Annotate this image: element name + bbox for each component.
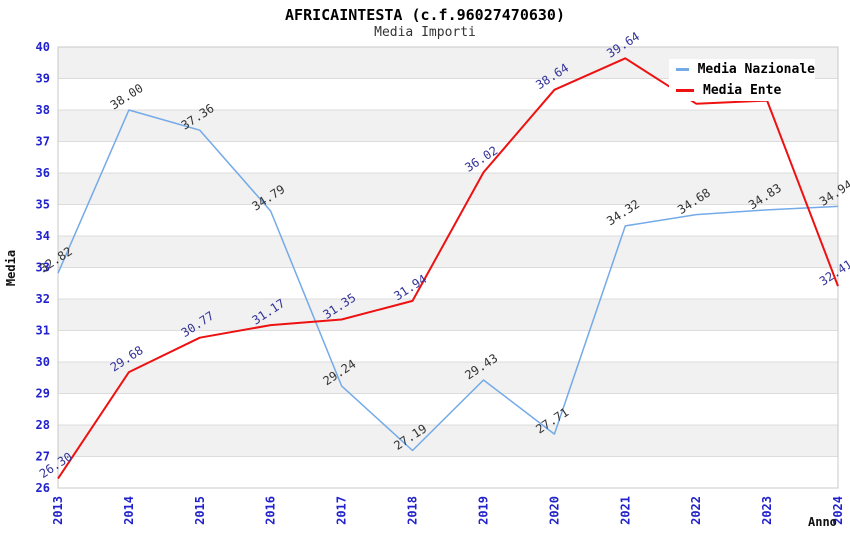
x-tick-label: 2016 (264, 496, 278, 525)
legend-item-media-nazionale: Media Nazionale (676, 62, 815, 77)
x-tick-label: 2014 (122, 496, 136, 525)
legend-label-ente: Media Ente (703, 83, 782, 98)
legend: Media Nazionale Media Ente (669, 59, 815, 101)
chart-subtitle: Media Importi (374, 25, 476, 40)
y-tick-label: 38 (36, 103, 50, 117)
x-tick-label: 2017 (335, 496, 349, 525)
y-tick-label: 39 (36, 72, 50, 86)
x-tick-label: 2024 (831, 496, 845, 525)
y-tick-label: 35 (36, 198, 50, 212)
x-tick-label: 2023 (760, 496, 774, 525)
x-tick-label: 2013 (51, 496, 65, 525)
x-tick-label: 2021 (618, 496, 632, 525)
point-label: 38.00 (108, 81, 146, 112)
x-axis-title: Anno (808, 515, 837, 529)
legend-line-swatch-ente (676, 89, 694, 92)
legend-line-swatch-nazionale (676, 68, 689, 71)
x-tick-label: 2022 (689, 496, 703, 525)
y-tick-label: 31 (36, 324, 50, 338)
plot-band (58, 110, 838, 142)
plot-band (58, 173, 838, 205)
plot-border (57, 46, 839, 489)
y-tick-label: 30 (36, 355, 50, 369)
plot-band (58, 425, 838, 457)
y-tick-label: 34 (36, 229, 50, 243)
chart-title: AFRICAINTESTA (c.f.96027470630) (285, 6, 565, 24)
y-tick-label: 29 (36, 387, 50, 401)
y-tick-label: 40 (36, 40, 50, 54)
x-tick-label: 2015 (193, 496, 207, 525)
y-tick-label: 33 (36, 261, 50, 275)
plot-band (58, 299, 838, 331)
y-tick-label: 36 (36, 166, 50, 180)
plot-band (58, 362, 838, 394)
y-tick-label: 37 (36, 135, 50, 149)
series-line (57, 109, 839, 452)
plot-band (58, 236, 838, 268)
x-tick-label: 2020 (547, 496, 561, 525)
x-tick-label: 2018 (406, 496, 420, 525)
y-tick-label: 26 (36, 481, 50, 495)
y-tick-label: 27 (36, 450, 50, 464)
legend-item-media-ente: Media Ente (676, 83, 815, 98)
legend-label-nazionale: Media Nazionale (697, 62, 815, 77)
x-tick-label: 2019 (477, 496, 491, 525)
y-tick-label: 28 (36, 418, 50, 432)
series-line (57, 57, 839, 480)
y-axis-title: Media (4, 250, 18, 286)
y-tick-label: 32 (36, 292, 50, 306)
